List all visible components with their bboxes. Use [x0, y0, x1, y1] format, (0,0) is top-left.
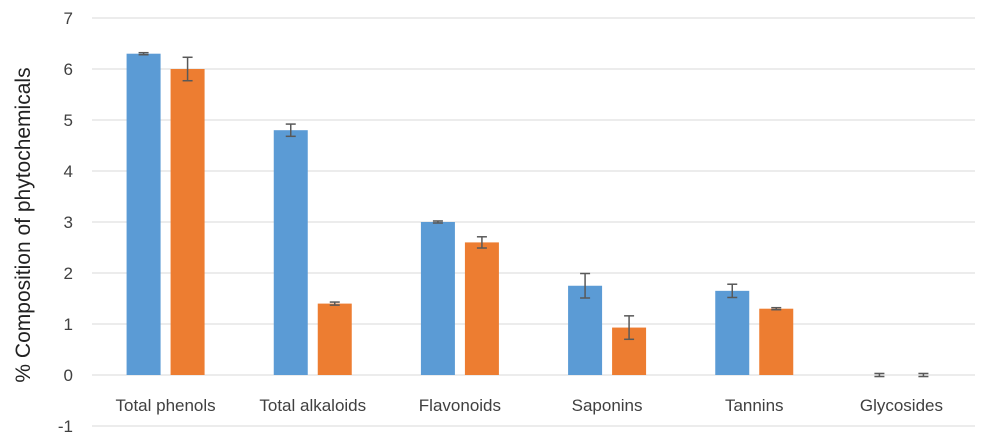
- bar: [420, 222, 455, 375]
- x-tick-label: Tannins: [725, 396, 784, 415]
- x-tick-label: Saponins: [572, 396, 643, 415]
- bar: [170, 69, 205, 375]
- gridlines: [92, 17, 975, 427]
- y-tick-label: 7: [64, 9, 73, 28]
- bar: [568, 285, 603, 375]
- x-tick-label: Glycosides: [860, 396, 943, 415]
- y-tick-label: 6: [64, 60, 73, 79]
- bar: [464, 242, 499, 375]
- y-tick-label: 0: [64, 366, 73, 385]
- bar: [759, 308, 794, 375]
- y-tick-label: -1: [58, 417, 73, 434]
- y-tick-label: 4: [64, 162, 73, 181]
- bar: [273, 130, 308, 375]
- x-tick-label: Total phenols: [115, 396, 215, 415]
- x-tick-label: Total alkaloids: [259, 396, 366, 415]
- y-tick-label: 1: [64, 315, 73, 334]
- y-tick-labels: 7 6 5 4 3 2 1 0 -1: [58, 9, 73, 434]
- x-tick-labels: Total phenols Total alkaloids Flavonoids Sa…: [115, 396, 942, 415]
- y-tick-label: 3: [64, 213, 73, 232]
- y-axis-title: % Composition of phytochemicals: [12, 67, 35, 382]
- error-bars: [138, 51, 929, 378]
- y-tick-label: 2: [64, 264, 73, 283]
- bars: [126, 53, 794, 375]
- bar: [317, 303, 352, 375]
- bar: [126, 53, 161, 375]
- bar: [715, 290, 750, 375]
- x-tick-label: Flavonoids: [419, 396, 501, 415]
- y-tick-label: 5: [64, 111, 73, 130]
